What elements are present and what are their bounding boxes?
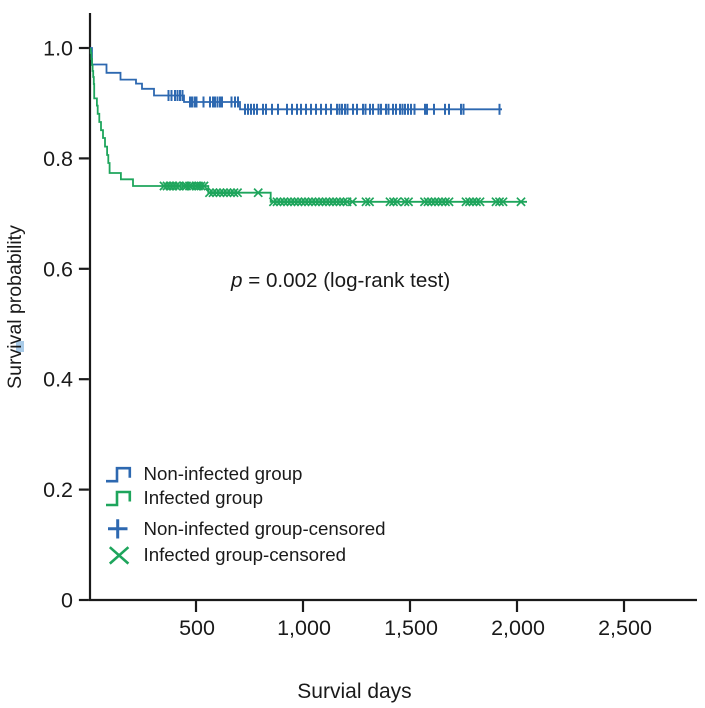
svg-text:Survival probability: Survival probability xyxy=(4,225,26,389)
svg-text:2,000: 2,000 xyxy=(491,616,545,640)
svg-text:0.2: 0.2 xyxy=(43,478,73,502)
svg-text:0.6: 0.6 xyxy=(43,257,73,281)
svg-text:500: 500 xyxy=(179,616,215,640)
svg-text:p = 0.002 (log-rank test): p = 0.002 (log-rank test) xyxy=(230,269,450,292)
svg-text:1.0: 1.0 xyxy=(43,37,73,61)
svg-text:2,500: 2,500 xyxy=(598,616,652,640)
svg-text:0.4: 0.4 xyxy=(43,368,73,392)
svg-text:Non-infected group: Non-infected group xyxy=(144,463,303,484)
svg-text:0.8: 0.8 xyxy=(43,147,73,171)
svg-text:Non-infected group-censored: Non-infected group-censored xyxy=(144,518,386,539)
svg-text:1,500: 1,500 xyxy=(384,616,438,640)
svg-text:Infected group-censored: Infected group-censored xyxy=(144,544,347,565)
svg-text:Infected group: Infected group xyxy=(144,487,263,508)
svg-text:0: 0 xyxy=(61,589,73,613)
svg-text:Survial days: Survial days xyxy=(297,680,411,703)
svg-text:1,000: 1,000 xyxy=(277,616,331,640)
